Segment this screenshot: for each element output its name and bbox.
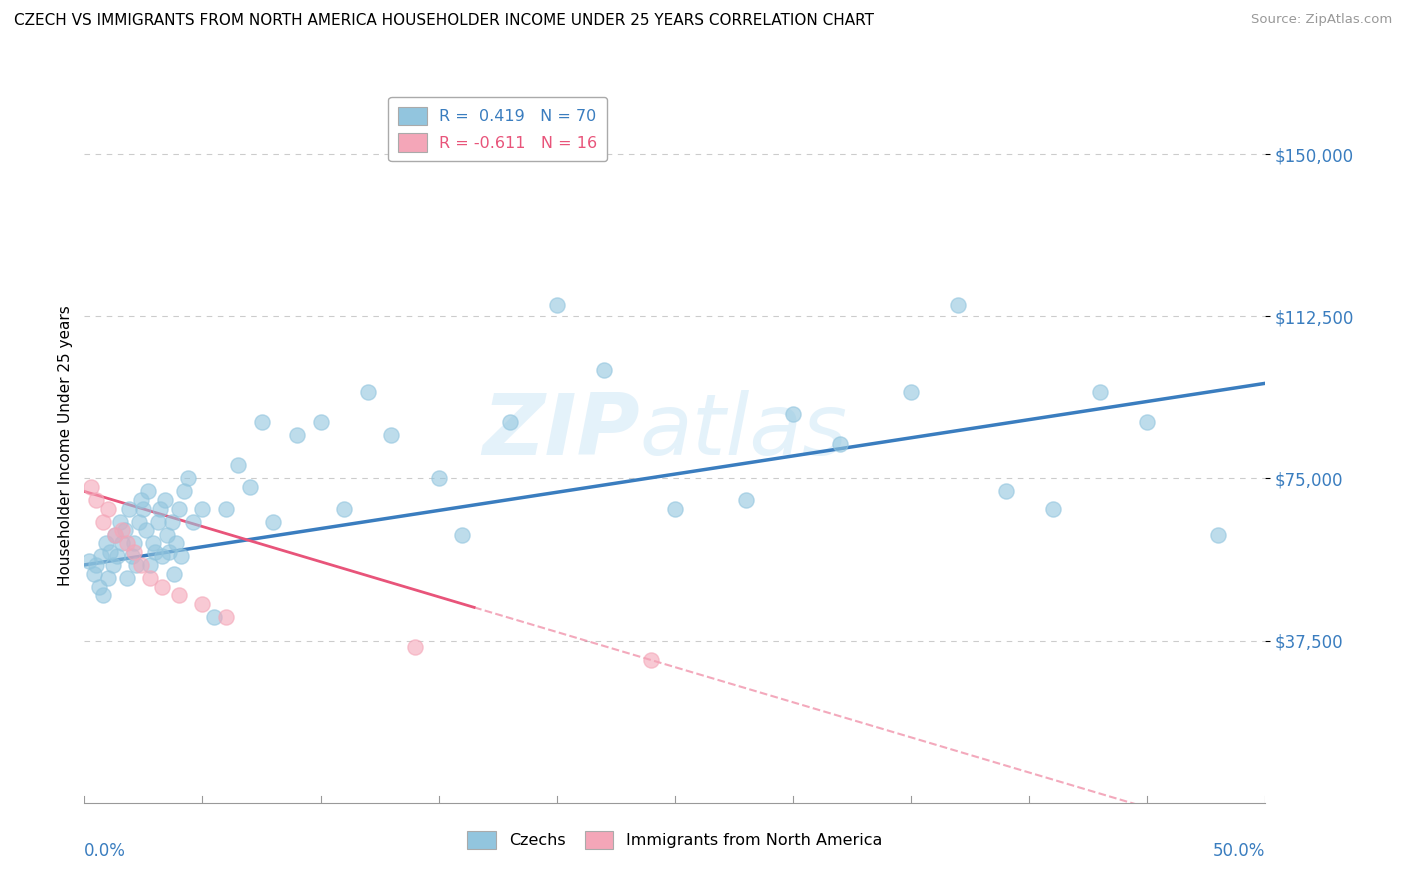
Point bbox=[427, 471, 450, 485]
Point bbox=[129, 493, 152, 508]
Point bbox=[994, 484, 1017, 499]
Point bbox=[215, 501, 238, 516]
Point bbox=[546, 298, 568, 312]
Point bbox=[111, 524, 134, 538]
Point bbox=[163, 566, 186, 581]
Point bbox=[97, 501, 120, 516]
Point bbox=[149, 501, 172, 516]
Point bbox=[157, 545, 180, 559]
Point bbox=[115, 571, 138, 585]
Point bbox=[98, 545, 121, 559]
Point bbox=[215, 610, 238, 624]
Point bbox=[900, 384, 922, 399]
Text: atlas: atlas bbox=[640, 390, 848, 474]
Text: 50.0%: 50.0% bbox=[1213, 842, 1265, 860]
Point bbox=[139, 571, 162, 585]
Point bbox=[90, 549, 112, 564]
Point bbox=[640, 653, 662, 667]
Point bbox=[333, 501, 356, 516]
Point bbox=[1206, 527, 1229, 541]
Point bbox=[104, 527, 127, 541]
Point bbox=[1088, 384, 1111, 399]
Point bbox=[132, 501, 155, 516]
Point bbox=[167, 501, 190, 516]
Point bbox=[156, 527, 179, 541]
Point bbox=[404, 640, 426, 654]
Point bbox=[146, 515, 169, 529]
Point bbox=[122, 536, 145, 550]
Point bbox=[104, 527, 127, 541]
Point bbox=[150, 549, 173, 564]
Point bbox=[94, 536, 117, 550]
Point bbox=[142, 536, 165, 550]
Point bbox=[83, 566, 105, 581]
Point bbox=[173, 484, 195, 499]
Y-axis label: Householder Income Under 25 years: Householder Income Under 25 years bbox=[58, 306, 73, 586]
Point bbox=[285, 428, 308, 442]
Point bbox=[170, 549, 193, 564]
Point bbox=[1136, 415, 1159, 429]
Point bbox=[135, 524, 157, 538]
Point bbox=[664, 501, 686, 516]
Point bbox=[239, 480, 262, 494]
Point bbox=[87, 580, 110, 594]
Point bbox=[948, 298, 970, 312]
Point bbox=[153, 493, 176, 508]
Point bbox=[91, 588, 114, 602]
Point bbox=[139, 558, 162, 572]
Point bbox=[115, 536, 138, 550]
Point bbox=[191, 501, 214, 516]
Point bbox=[191, 597, 214, 611]
Point bbox=[181, 515, 204, 529]
Point bbox=[166, 536, 188, 550]
Point bbox=[357, 384, 380, 399]
Point bbox=[114, 524, 136, 538]
Point bbox=[498, 415, 520, 429]
Point bbox=[782, 407, 804, 421]
Point bbox=[80, 480, 103, 494]
Point bbox=[143, 545, 166, 559]
Text: 0.0%: 0.0% bbox=[84, 842, 127, 860]
Point bbox=[97, 571, 120, 585]
Point bbox=[1042, 501, 1064, 516]
Point bbox=[122, 545, 145, 559]
Point bbox=[150, 580, 173, 594]
Point bbox=[167, 588, 190, 602]
Point bbox=[101, 558, 124, 572]
Point bbox=[593, 363, 616, 377]
Point bbox=[202, 610, 225, 624]
Point bbox=[451, 527, 474, 541]
Point bbox=[108, 515, 131, 529]
Point bbox=[84, 493, 107, 508]
Text: Source: ZipAtlas.com: Source: ZipAtlas.com bbox=[1251, 13, 1392, 27]
Legend: Czechs, Immigrants from North America: Czechs, Immigrants from North America bbox=[461, 824, 889, 855]
Point bbox=[250, 415, 273, 429]
Point bbox=[77, 553, 100, 567]
Point bbox=[136, 484, 159, 499]
Point bbox=[734, 493, 756, 508]
Text: ZIP: ZIP bbox=[482, 390, 640, 474]
Point bbox=[380, 428, 402, 442]
Point bbox=[160, 515, 183, 529]
Point bbox=[121, 549, 143, 564]
Point bbox=[91, 515, 114, 529]
Point bbox=[830, 437, 852, 451]
Point bbox=[262, 515, 284, 529]
Point bbox=[84, 558, 107, 572]
Point bbox=[129, 558, 152, 572]
Point bbox=[118, 501, 141, 516]
Point bbox=[226, 458, 249, 473]
Text: CZECH VS IMMIGRANTS FROM NORTH AMERICA HOUSEHOLDER INCOME UNDER 25 YEARS CORRELA: CZECH VS IMMIGRANTS FROM NORTH AMERICA H… bbox=[14, 13, 875, 29]
Point bbox=[309, 415, 332, 429]
Point bbox=[177, 471, 200, 485]
Point bbox=[107, 549, 129, 564]
Point bbox=[111, 536, 134, 550]
Point bbox=[128, 515, 150, 529]
Point bbox=[125, 558, 148, 572]
